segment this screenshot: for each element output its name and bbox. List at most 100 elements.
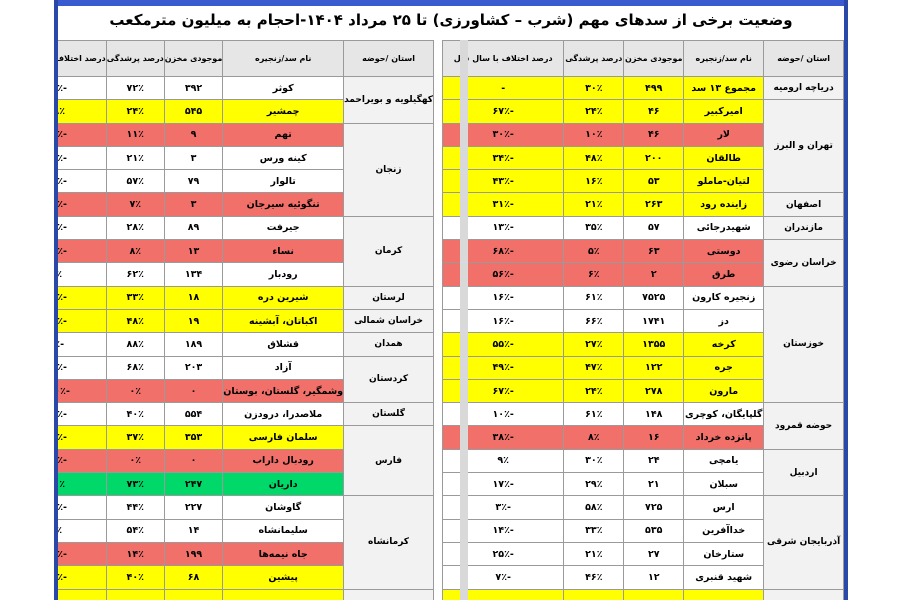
dam-cell: کینه ورس bbox=[222, 145, 345, 171]
dam-cell: زنجیره کارون bbox=[683, 285, 765, 310]
fill-cell: ۱۶٪ bbox=[563, 169, 625, 194]
table-row: مازندران شهیدرجائی ۵۷ ۳۵٪ -۱۳٪ bbox=[441, 215, 844, 241]
diff-cell: -۲۹٪ bbox=[58, 308, 107, 334]
storage-cell: ۲۲۷ bbox=[163, 495, 224, 520]
province-cell: خراسان شمالی bbox=[343, 308, 434, 334]
storage-cell bbox=[163, 588, 224, 600]
province-cell: خراسان رضوی bbox=[763, 239, 844, 287]
diff-cell: ۴٪ bbox=[58, 518, 107, 543]
diff-cell: -۶۰٪ bbox=[58, 565, 107, 590]
dam-cell: لتیان-ماملو bbox=[683, 169, 765, 194]
dam-cell: پانزده خرداد bbox=[683, 425, 765, 450]
province-cell: کرمان bbox=[343, 215, 434, 287]
storage-cell: ۲۱ bbox=[623, 472, 685, 497]
dam-cell: وشمگیر، گلستان، بوستان bbox=[222, 378, 345, 404]
dams-table-right: استان /حوضه نام سد/زنجیره موجودی مخزن در… bbox=[441, 40, 844, 600]
header-province: استان /حوضه bbox=[343, 40, 434, 77]
province-cell: همدان bbox=[343, 332, 434, 357]
fill-cell: ۷۲٪ bbox=[105, 75, 165, 101]
storage-cell bbox=[623, 588, 685, 600]
table-row: اردبیل یامچی ۲۴ ۳۰٪ ۹٪ bbox=[441, 448, 844, 497]
diff-cell: -۲۴٪ bbox=[58, 169, 107, 194]
diff-cell: ۲۸٪ bbox=[58, 99, 107, 124]
dam-cell: ستارخان bbox=[683, 541, 765, 567]
dam-cell: تنگوئیه سیرجان bbox=[222, 192, 345, 217]
fill-cell: ۰٪ bbox=[105, 448, 165, 474]
storage-cell: ۲۶۳ bbox=[623, 192, 685, 217]
dam-cell: شیرین دره bbox=[222, 285, 345, 310]
dam-cell: پیشین bbox=[222, 565, 345, 590]
storage-cell: ۳۹۲ bbox=[163, 75, 224, 101]
dam-cell bbox=[683, 588, 765, 600]
table-separator bbox=[460, 40, 468, 600]
dam-cell: قشلاق bbox=[222, 332, 345, 357]
fill-cell: ۷٪ bbox=[105, 192, 165, 217]
storage-cell: ۵۴۵ bbox=[163, 99, 224, 124]
table-row: دز ۱۷۴۱ ۶۶٪ -۱۶٪ bbox=[441, 308, 844, 334]
table-row: تهران و البرز امیرکبیر ۴۶ ۲۴٪ -۶۷٪ bbox=[441, 99, 844, 194]
fill-cell: ۳۰٪ bbox=[563, 448, 625, 474]
diff-cell: -۴۹٪ bbox=[58, 122, 107, 147]
dam-cell: مارون bbox=[683, 378, 765, 404]
diff-cell: -۱۹٪ bbox=[58, 402, 107, 427]
province-cell: دریاچه ارومیه bbox=[763, 75, 844, 101]
fill-cell: ۰٪ bbox=[105, 378, 165, 404]
fill-cell: ۶۸٪ bbox=[105, 355, 165, 380]
fill-cell: ۱۰٪ bbox=[563, 122, 625, 147]
dam-cell: امیرکبیر bbox=[683, 99, 765, 124]
fill-cell: ۶۶٪ bbox=[563, 308, 625, 334]
dam-cell: شهیدرجائی bbox=[683, 215, 765, 241]
fill-cell: ۵٪ bbox=[563, 239, 625, 264]
header-fill: درصد پرشدگی bbox=[105, 40, 165, 77]
province-cell: حوضه قمرود bbox=[763, 402, 844, 450]
dam-cell: نساء bbox=[222, 239, 345, 264]
fill-cell: ۲۴٪ bbox=[105, 99, 165, 124]
table-row: پانزده خرداد ۱۶ ۸٪ -۳۸٪ bbox=[441, 425, 844, 450]
dam-cell: طرق bbox=[683, 262, 765, 287]
dam-cell: مجموع ۱۳ سد bbox=[683, 75, 765, 101]
storage-cell: ۷۹ bbox=[163, 169, 224, 194]
diff-cell: -۶۱٪ bbox=[58, 239, 107, 264]
table-row bbox=[58, 588, 434, 600]
diff-cell: -۷٪ bbox=[441, 565, 565, 590]
dam-cell: رودبار bbox=[222, 262, 345, 287]
fill-cell bbox=[105, 588, 165, 600]
header-fill: درصد پرشدگی bbox=[563, 40, 625, 77]
fill-cell: ۸۸٪ bbox=[105, 332, 165, 357]
diff-cell: -۲۰٪ bbox=[58, 495, 107, 520]
fill-cell: ۵۷٪ bbox=[105, 169, 165, 194]
dam-cell: زاینده رود bbox=[683, 192, 765, 217]
dam-cell: دوستی bbox=[683, 239, 765, 264]
storage-cell: ۹ bbox=[163, 122, 224, 147]
fill-cell: ۴۷٪ bbox=[563, 355, 625, 380]
top-bar bbox=[58, 0, 844, 6]
fill-cell: ۸٪ bbox=[105, 239, 165, 264]
dam-cell: ارس bbox=[683, 495, 765, 520]
fill-cell: ۳۷٪ bbox=[105, 425, 165, 450]
storage-cell: ۴۶ bbox=[623, 99, 685, 124]
dam-cell bbox=[222, 588, 345, 600]
dam-cell: لار bbox=[683, 122, 765, 147]
fill-cell: ۳۳٪ bbox=[105, 285, 165, 310]
diff-cell bbox=[441, 588, 565, 600]
diff-cell: -۵٪ bbox=[58, 332, 107, 357]
storage-cell: ۵۵۴ bbox=[163, 402, 224, 427]
table-row: شهید قنبری ۱۲ ۴۶٪ -۷٪ bbox=[441, 565, 844, 590]
storage-cell: ۱۶ bbox=[623, 425, 685, 450]
storage-cell: ۱۴ bbox=[163, 518, 224, 543]
dams-table-left: استان /حوضه نام سد/زنجیره موجودی مخزن در… bbox=[58, 40, 434, 600]
dam-cell: سلیمانشاه bbox=[222, 518, 345, 543]
province-cell: مازندران bbox=[763, 215, 844, 241]
storage-cell: ۸۹ bbox=[163, 215, 224, 241]
fill-cell: ۶٪ bbox=[563, 262, 625, 287]
dam-cell: سلمان فارسی bbox=[222, 425, 345, 450]
